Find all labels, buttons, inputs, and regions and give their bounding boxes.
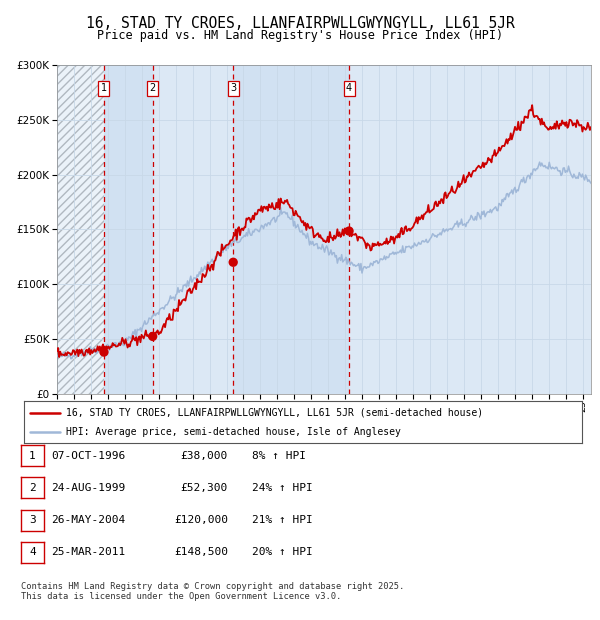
Text: 1: 1 xyxy=(29,451,36,461)
Text: 4: 4 xyxy=(29,547,36,557)
Point xyxy=(148,332,157,342)
Text: 25-MAR-2011: 25-MAR-2011 xyxy=(51,547,125,557)
Text: 8% ↑ HPI: 8% ↑ HPI xyxy=(252,451,306,461)
Text: 2: 2 xyxy=(29,483,36,493)
Text: 20% ↑ HPI: 20% ↑ HPI xyxy=(252,547,313,557)
Text: 21% ↑ HPI: 21% ↑ HPI xyxy=(252,515,313,525)
Bar xyxy=(233,65,349,394)
Bar xyxy=(57,65,104,394)
Text: 2: 2 xyxy=(149,83,156,93)
Text: Price paid vs. HM Land Registry's House Price Index (HPI): Price paid vs. HM Land Registry's House … xyxy=(97,29,503,42)
Text: £38,000: £38,000 xyxy=(181,451,228,461)
Text: £148,500: £148,500 xyxy=(174,547,228,557)
Text: Contains HM Land Registry data © Crown copyright and database right 2025.
This d: Contains HM Land Registry data © Crown c… xyxy=(21,582,404,601)
Text: 16, STAD TY CROES, LLANFAIRPWLLGWYNGYLL, LL61 5JR: 16, STAD TY CROES, LLANFAIRPWLLGWYNGYLL,… xyxy=(86,16,514,30)
Text: £52,300: £52,300 xyxy=(181,483,228,493)
Text: 1: 1 xyxy=(101,83,107,93)
Point xyxy=(344,226,354,236)
Text: 26-MAY-2004: 26-MAY-2004 xyxy=(51,515,125,525)
Text: 4: 4 xyxy=(346,83,352,93)
Point xyxy=(229,257,238,267)
Text: £120,000: £120,000 xyxy=(174,515,228,525)
Text: 24% ↑ HPI: 24% ↑ HPI xyxy=(252,483,313,493)
Bar xyxy=(104,65,152,394)
Text: 3: 3 xyxy=(230,83,236,93)
Text: 24-AUG-1999: 24-AUG-1999 xyxy=(51,483,125,493)
Text: 07-OCT-1996: 07-OCT-1996 xyxy=(51,451,125,461)
Point xyxy=(99,347,109,357)
Text: HPI: Average price, semi-detached house, Isle of Anglesey: HPI: Average price, semi-detached house,… xyxy=(66,427,401,437)
Text: 16, STAD TY CROES, LLANFAIRPWLLGWYNGYLL, LL61 5JR (semi-detached house): 16, STAD TY CROES, LLANFAIRPWLLGWYNGYLL,… xyxy=(66,407,483,417)
Bar xyxy=(57,65,104,394)
Text: 3: 3 xyxy=(29,515,36,525)
